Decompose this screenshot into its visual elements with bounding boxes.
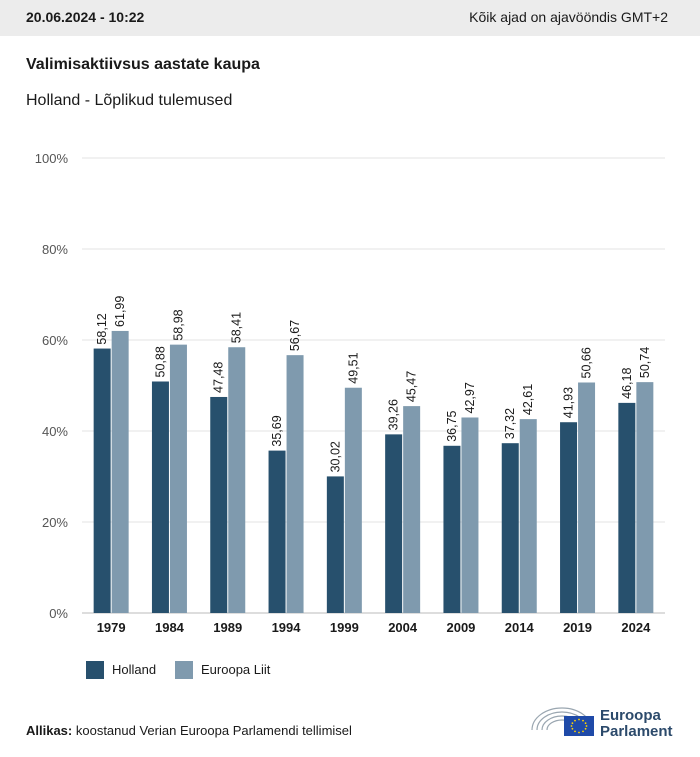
top-bar: 20.06.2024 - 10:22 Kõik ajad on ajavöönd… (0, 0, 700, 36)
bar (228, 347, 246, 613)
x-tick-label: 2014 (505, 620, 535, 635)
data-label: 50,74 (638, 347, 652, 378)
data-label: 41,93 (562, 387, 576, 418)
data-label: 56,67 (288, 320, 302, 351)
y-tick-label: 0% (49, 606, 68, 621)
logo-text-line2: Parlament (600, 723, 673, 740)
x-tick-label: 1989 (213, 620, 242, 635)
turnout-bar-chart: 0% 20% 40% 60% 80% 100% 58,12 61,99 1979 50,88 58,… (35, 151, 665, 635)
x-tick-label: 1979 (97, 620, 126, 635)
source-text: koostanud Verian Euroopa Parlamendi tell… (72, 723, 352, 738)
y-tick-label: 40% (42, 424, 68, 439)
bar (403, 406, 421, 613)
data-label: 58,41 (230, 312, 244, 343)
source-label: Allikas: (26, 723, 73, 738)
bar (268, 450, 286, 613)
timezone-note: Kõik ajad on ajavööndis GMT+2 (469, 9, 668, 25)
chart-title: Valimisaktiivsus aastate kaupa (26, 56, 260, 73)
legend-label-holland: Holland (112, 662, 157, 677)
bar (111, 330, 129, 613)
x-tick-label: 2019 (563, 620, 592, 635)
bar (326, 476, 344, 613)
x-tick-label: 2009 (446, 620, 475, 635)
bar (501, 443, 519, 613)
bar (151, 381, 169, 613)
data-label: 37,32 (503, 408, 517, 439)
bar (169, 344, 187, 613)
data-label: 50,66 (580, 347, 594, 378)
y-tick-label: 20% (42, 515, 68, 530)
data-label: 30,02 (328, 441, 342, 472)
legend-swatch-eu (175, 661, 193, 679)
data-label: 61,99 (113, 296, 127, 327)
legend-label-eu: Euroopa Liit (201, 662, 271, 677)
bar (618, 402, 636, 613)
logo-text: Euroopa Parlament (600, 708, 673, 740)
bar (443, 445, 461, 613)
x-tick-label: 2004 (388, 620, 418, 635)
y-tick-label: 100% (35, 151, 69, 166)
bar (578, 382, 596, 613)
data-label: 47,48 (212, 362, 226, 393)
data-label: 35,69 (270, 415, 284, 446)
y-tick-label: 80% (42, 242, 68, 257)
data-label: 58,98 (171, 309, 185, 340)
bar (344, 387, 362, 613)
data-label: 58,12 (95, 313, 109, 344)
european-parliament-logo: Euroopa Parlament (528, 700, 678, 740)
source-note: Allikas: koostanud Verian Euroopa Parlam… (26, 723, 352, 738)
legend-swatch-holland (86, 661, 104, 679)
datetime: 20.06.2024 - 10:22 (26, 9, 145, 25)
bar (461, 417, 479, 613)
bar (519, 419, 537, 613)
bar (560, 422, 578, 613)
data-label: 42,97 (463, 382, 477, 413)
data-label: 39,26 (387, 399, 401, 430)
parliament-hemicycle-icon (531, 707, 594, 736)
logo-text-line1: Euroopa (600, 707, 661, 724)
data-label: 50,88 (153, 346, 167, 377)
data-label: 36,75 (445, 410, 459, 441)
y-tick-label: 60% (42, 333, 68, 348)
bar (93, 348, 111, 613)
data-label: 45,47 (405, 371, 419, 402)
bar (210, 396, 228, 613)
data-label: 42,61 (521, 384, 535, 415)
bar (385, 434, 403, 613)
x-tick-label: 2024 (621, 620, 651, 635)
x-tick-label: 1984 (155, 620, 185, 635)
bar (286, 355, 304, 613)
x-tick-label: 1999 (330, 620, 359, 635)
data-label: 46,18 (620, 368, 634, 399)
bar (636, 382, 654, 613)
chart-subtitle: Holland - Lõplikud tulemused (26, 92, 233, 109)
x-tick-label: 1994 (272, 620, 302, 635)
data-label: 49,51 (346, 352, 360, 383)
